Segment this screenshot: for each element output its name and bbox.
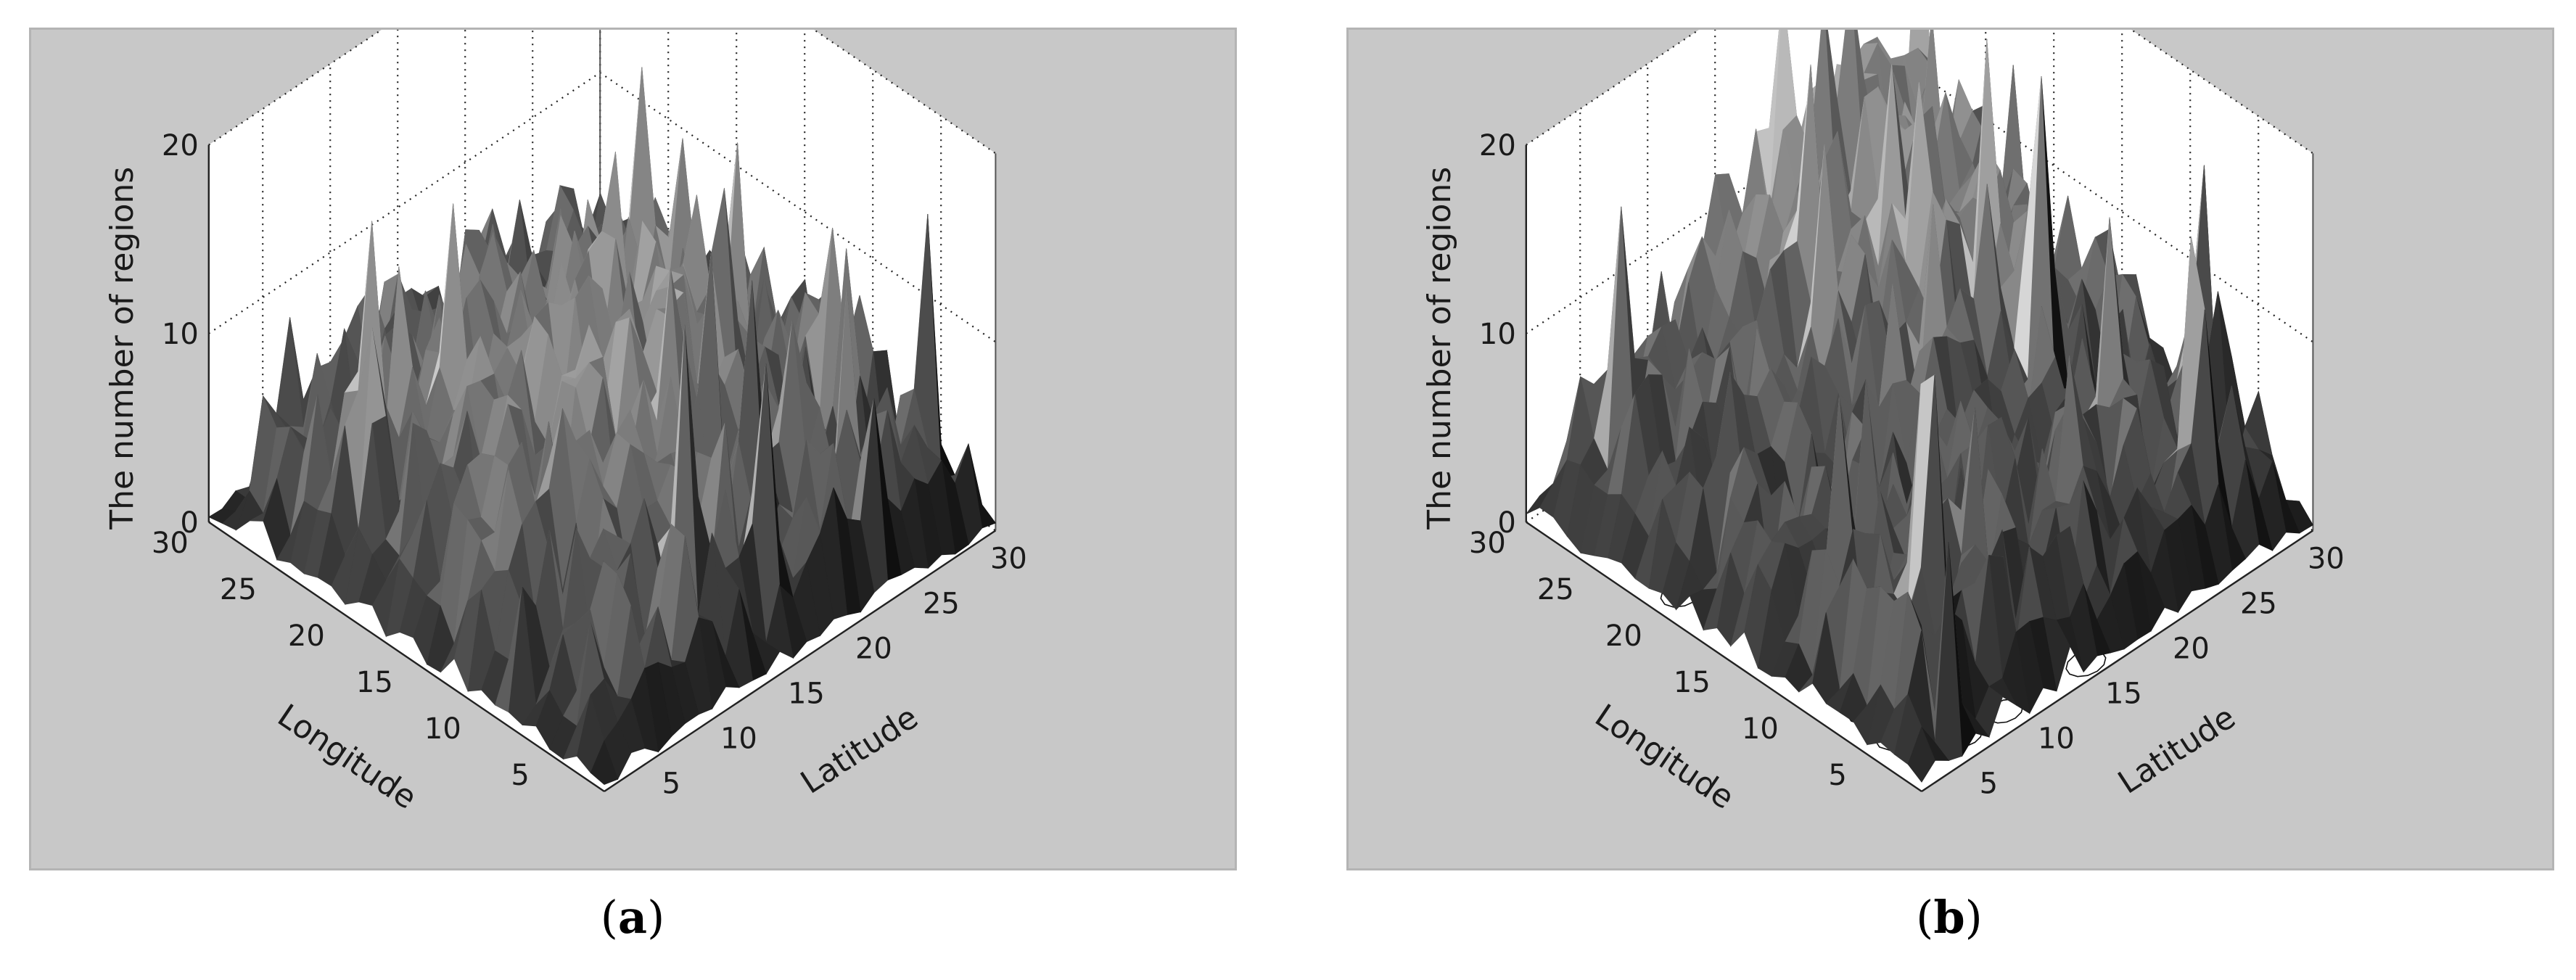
x-tick-label: 20 <box>855 632 892 665</box>
x-axis-label: Latitude <box>794 699 925 801</box>
z-tick-label: 10 <box>1479 318 1516 351</box>
x-tick-label: 30 <box>2308 542 2345 575</box>
caption-b-letter: b <box>1933 891 1965 944</box>
y-tick-label: 10 <box>1742 712 1779 746</box>
grid-line-z <box>1526 30 2314 155</box>
y-tick-label: 20 <box>1605 619 1642 653</box>
x-axis-line <box>604 530 997 792</box>
caption-b: (b) <box>1916 891 1983 944</box>
x-axis-line <box>1921 530 2314 792</box>
y-axis-line <box>1526 521 1922 792</box>
y-tick-label: 10 <box>424 712 461 746</box>
y-tick-label: 5 <box>1828 759 1846 792</box>
caption-a: (a) <box>600 891 665 944</box>
y-tick-label: 15 <box>356 666 393 699</box>
x-tick-label: 5 <box>1980 767 1998 800</box>
x-tick-label: 25 <box>923 587 960 620</box>
surface-patch <box>590 740 619 785</box>
plot-panel-a: 5 10 15 20 25 30 5 10 15 20 25 30 0 10 20 Latitude Longi… <box>29 28 1237 870</box>
z-axis-label: The number of regions <box>104 167 141 530</box>
y-tick-label: 25 <box>220 573 257 606</box>
y-axis-line <box>208 521 605 792</box>
y-axis-label: Longitude <box>271 697 424 817</box>
surface-plot-a: 510152025305101520253001020LatitudeLongi… <box>104 30 1027 817</box>
z-tick-label: 20 <box>1479 129 1516 162</box>
z-tick-label: 0 <box>180 506 198 540</box>
x-tick-label: 30 <box>990 542 1027 575</box>
y-tick-label: 5 <box>511 759 529 792</box>
y-tick-label: 15 <box>1674 666 1711 699</box>
surface-plot-b: 510152025305101520253001020LatitudeLongi… <box>1421 30 2345 817</box>
y-tick-label: 25 <box>1537 573 1574 606</box>
caption-a-letter: a <box>617 891 648 944</box>
x-tick-label: 5 <box>662 767 680 800</box>
x-tick-label: 10 <box>720 722 757 755</box>
z-axis-label: The number of regions <box>1421 167 1458 530</box>
y-tick-label: 30 <box>152 527 189 560</box>
surface <box>207 67 997 785</box>
x-tick-label: 10 <box>2038 722 2075 755</box>
x-tick-label: 25 <box>2240 587 2277 620</box>
z-tick-label: 20 <box>162 129 199 162</box>
x-tick-label: 15 <box>788 677 825 710</box>
surface-patch <box>1907 726 1936 783</box>
surface <box>1526 30 2313 783</box>
z-tick-label: 10 <box>162 318 199 351</box>
x-tick-label: 20 <box>2173 632 2210 665</box>
x-axis-label: Latitude <box>2112 699 2242 801</box>
z-tick-label: 0 <box>1497 506 1515 540</box>
y-axis-label: Longitude <box>1589 697 1741 817</box>
x-tick-label: 15 <box>2105 677 2142 710</box>
y-tick-label: 30 <box>1469 527 1506 560</box>
back-wall-right <box>600 30 996 531</box>
grid-line-z <box>208 30 997 155</box>
y-tick-label: 20 <box>288 619 325 653</box>
plot-panel-b: 5 10 15 20 25 30 5 10 15 20 25 30 0 10 20 Latitude Longi… <box>1346 28 2554 870</box>
